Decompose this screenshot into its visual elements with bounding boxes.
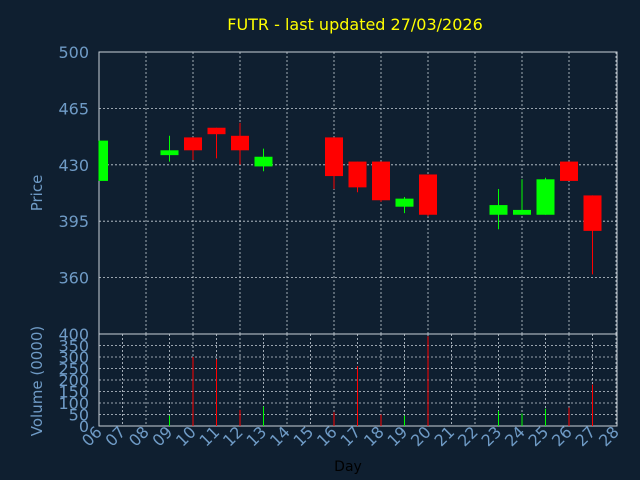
candle-body <box>489 205 508 215</box>
candle-09 <box>160 135 179 162</box>
candle-body <box>184 137 202 151</box>
candle-body <box>583 195 602 231</box>
candle-18 <box>372 161 390 202</box>
price-tick-labels: 500 465 430 395 360 <box>58 43 89 288</box>
x-axis-label: Day <box>334 459 362 475</box>
volume-tick-label: 50 <box>69 406 89 425</box>
candle-17 <box>348 161 367 193</box>
volume-tick-label: 250 <box>58 360 89 379</box>
volume-bars <box>169 336 593 426</box>
price-tick-label: 465 <box>58 99 89 118</box>
candle-body <box>231 135 249 151</box>
volume-tick-label: 200 <box>58 371 89 390</box>
candle-12 <box>231 122 249 165</box>
chart-title: FUTR - last updated 27/03/2026 <box>227 15 483 34</box>
candle-27 <box>583 195 602 275</box>
volume-tick-label: 0 <box>79 417 89 436</box>
price-tick-label: 500 <box>58 43 89 62</box>
x-tick-labels: 0607080910111213141516171819202122232425… <box>78 422 623 450</box>
candle-25 <box>536 177 555 215</box>
candle-19 <box>395 197 414 214</box>
price-tick-label: 395 <box>58 212 89 231</box>
candle-body <box>207 127 226 135</box>
candle-13 <box>254 148 273 172</box>
volume-tick-label: 100 <box>58 394 89 413</box>
candle-23 <box>489 188 508 230</box>
volume-tick-label: 350 <box>58 337 89 356</box>
candle-body <box>372 161 390 201</box>
candles <box>98 122 602 275</box>
volume-tick-label: 150 <box>58 383 89 402</box>
candle-body <box>254 156 273 167</box>
candle-body <box>419 174 437 215</box>
candle-body <box>560 161 578 181</box>
price-tick-label: 360 <box>58 269 89 288</box>
volume-axis-label: Volume (0000) <box>28 326 46 436</box>
candle-06 <box>98 140 108 181</box>
price-panel: 500 465 430 395 360 Price <box>28 43 618 335</box>
candle-body <box>99 140 108 181</box>
candle-16 <box>325 137 343 189</box>
candle-body <box>513 209 531 215</box>
candle-body <box>536 179 555 215</box>
volume-tick-label: 300 <box>58 348 89 367</box>
volume-tick-label: 400 <box>58 325 89 344</box>
candle-10 <box>184 137 202 160</box>
price-axis-label: Price <box>28 175 46 212</box>
candle-11 <box>207 127 226 159</box>
candle-24 <box>513 179 531 215</box>
candle-body <box>160 150 179 156</box>
candle-26 <box>560 161 578 181</box>
candle-20 <box>419 174 437 217</box>
candle-body <box>325 137 343 177</box>
candle-body <box>395 198 414 207</box>
price-tick-label: 430 <box>58 156 89 175</box>
candle-body <box>348 161 367 188</box>
